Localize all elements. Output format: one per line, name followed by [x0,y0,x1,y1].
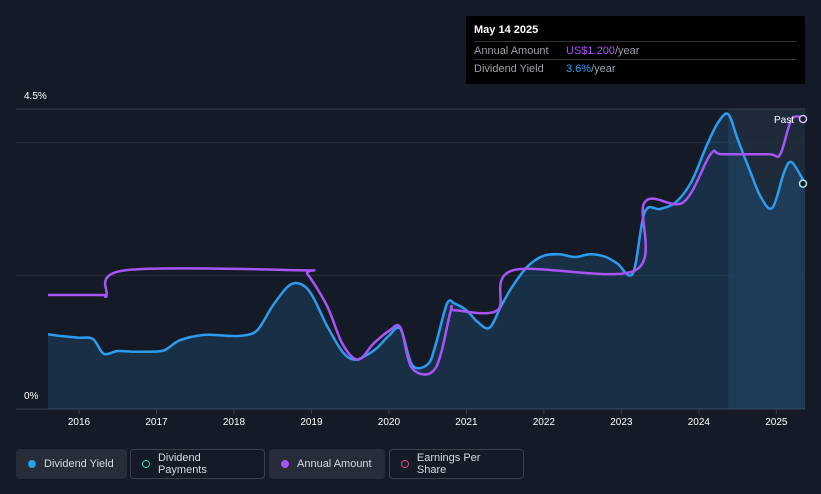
tooltip: May 14 2025 Annual Amount US$1.200 /year… [466,16,805,84]
x-tick-label: 2025 [765,417,788,428]
annual-amount-dot-icon [281,460,289,468]
x-tick-label: 2016 [68,417,91,428]
x-tick-label: 2019 [300,417,323,428]
tooltip-row-dividend-yield: Dividend Yield 3.6% /year [474,59,797,77]
legend-dividend-yield[interactable]: Dividend Yield [16,449,127,479]
x-tick-label: 2018 [223,417,246,428]
legend-label: Dividend Yield [44,458,114,470]
x-tick-label: 2017 [145,417,168,428]
legend-label: Dividend Payments [157,452,207,476]
x-tick-label: 2022 [533,417,556,428]
past-label: Past [774,115,795,126]
tooltip-unit: /year [614,44,640,57]
tooltip-label: Dividend Yield [474,62,544,75]
x-tick-label: 2021 [455,417,478,428]
y-tick-zero: 0% [24,391,39,402]
legend-earnings-per-share[interactable]: Earnings Per Share [389,449,524,479]
dividend-yield-area [48,113,805,409]
tooltip-value: 3.6% [566,62,592,75]
grid [16,108,805,410]
dividend-payments-ring-icon [142,460,150,468]
earnings-per-share-ring-icon [401,460,409,468]
dividend-yield-line[interactable] [47,112,807,370]
tooltip-value: US$1.200 [566,44,615,57]
x-tick-label: 2023 [610,417,633,428]
legend-label: Annual Amount [297,458,372,470]
legend-dividend-payments[interactable]: Dividend Payments [130,449,265,479]
dividend-yield-endpoint[interactable] [798,179,808,188]
tooltip-unit: /year [591,62,616,75]
legend-label: Earnings Per Share [416,452,481,476]
x-tick-label: 2020 [378,417,401,428]
tooltip-label: Annual Amount [474,44,549,57]
forecast-shade [728,109,805,409]
tooltip-row-annual-amount: Annual Amount US$1.200 /year [474,41,797,59]
dividend-yield-dot-icon [28,460,36,468]
x-axis: 2016 2017 2018 2019 2020 2021 2022 2023 2024 2025 [68,409,788,428]
y-tick-max: 4.5% [24,91,47,102]
annual-amount-line[interactable] [48,115,806,376]
legend-annual-amount[interactable]: Annual Amount [269,449,385,479]
x-tick-label: 2024 [688,417,711,428]
annual-amount-endpoint[interactable] [798,114,808,124]
tooltip-date: May 14 2025 [474,24,539,36]
